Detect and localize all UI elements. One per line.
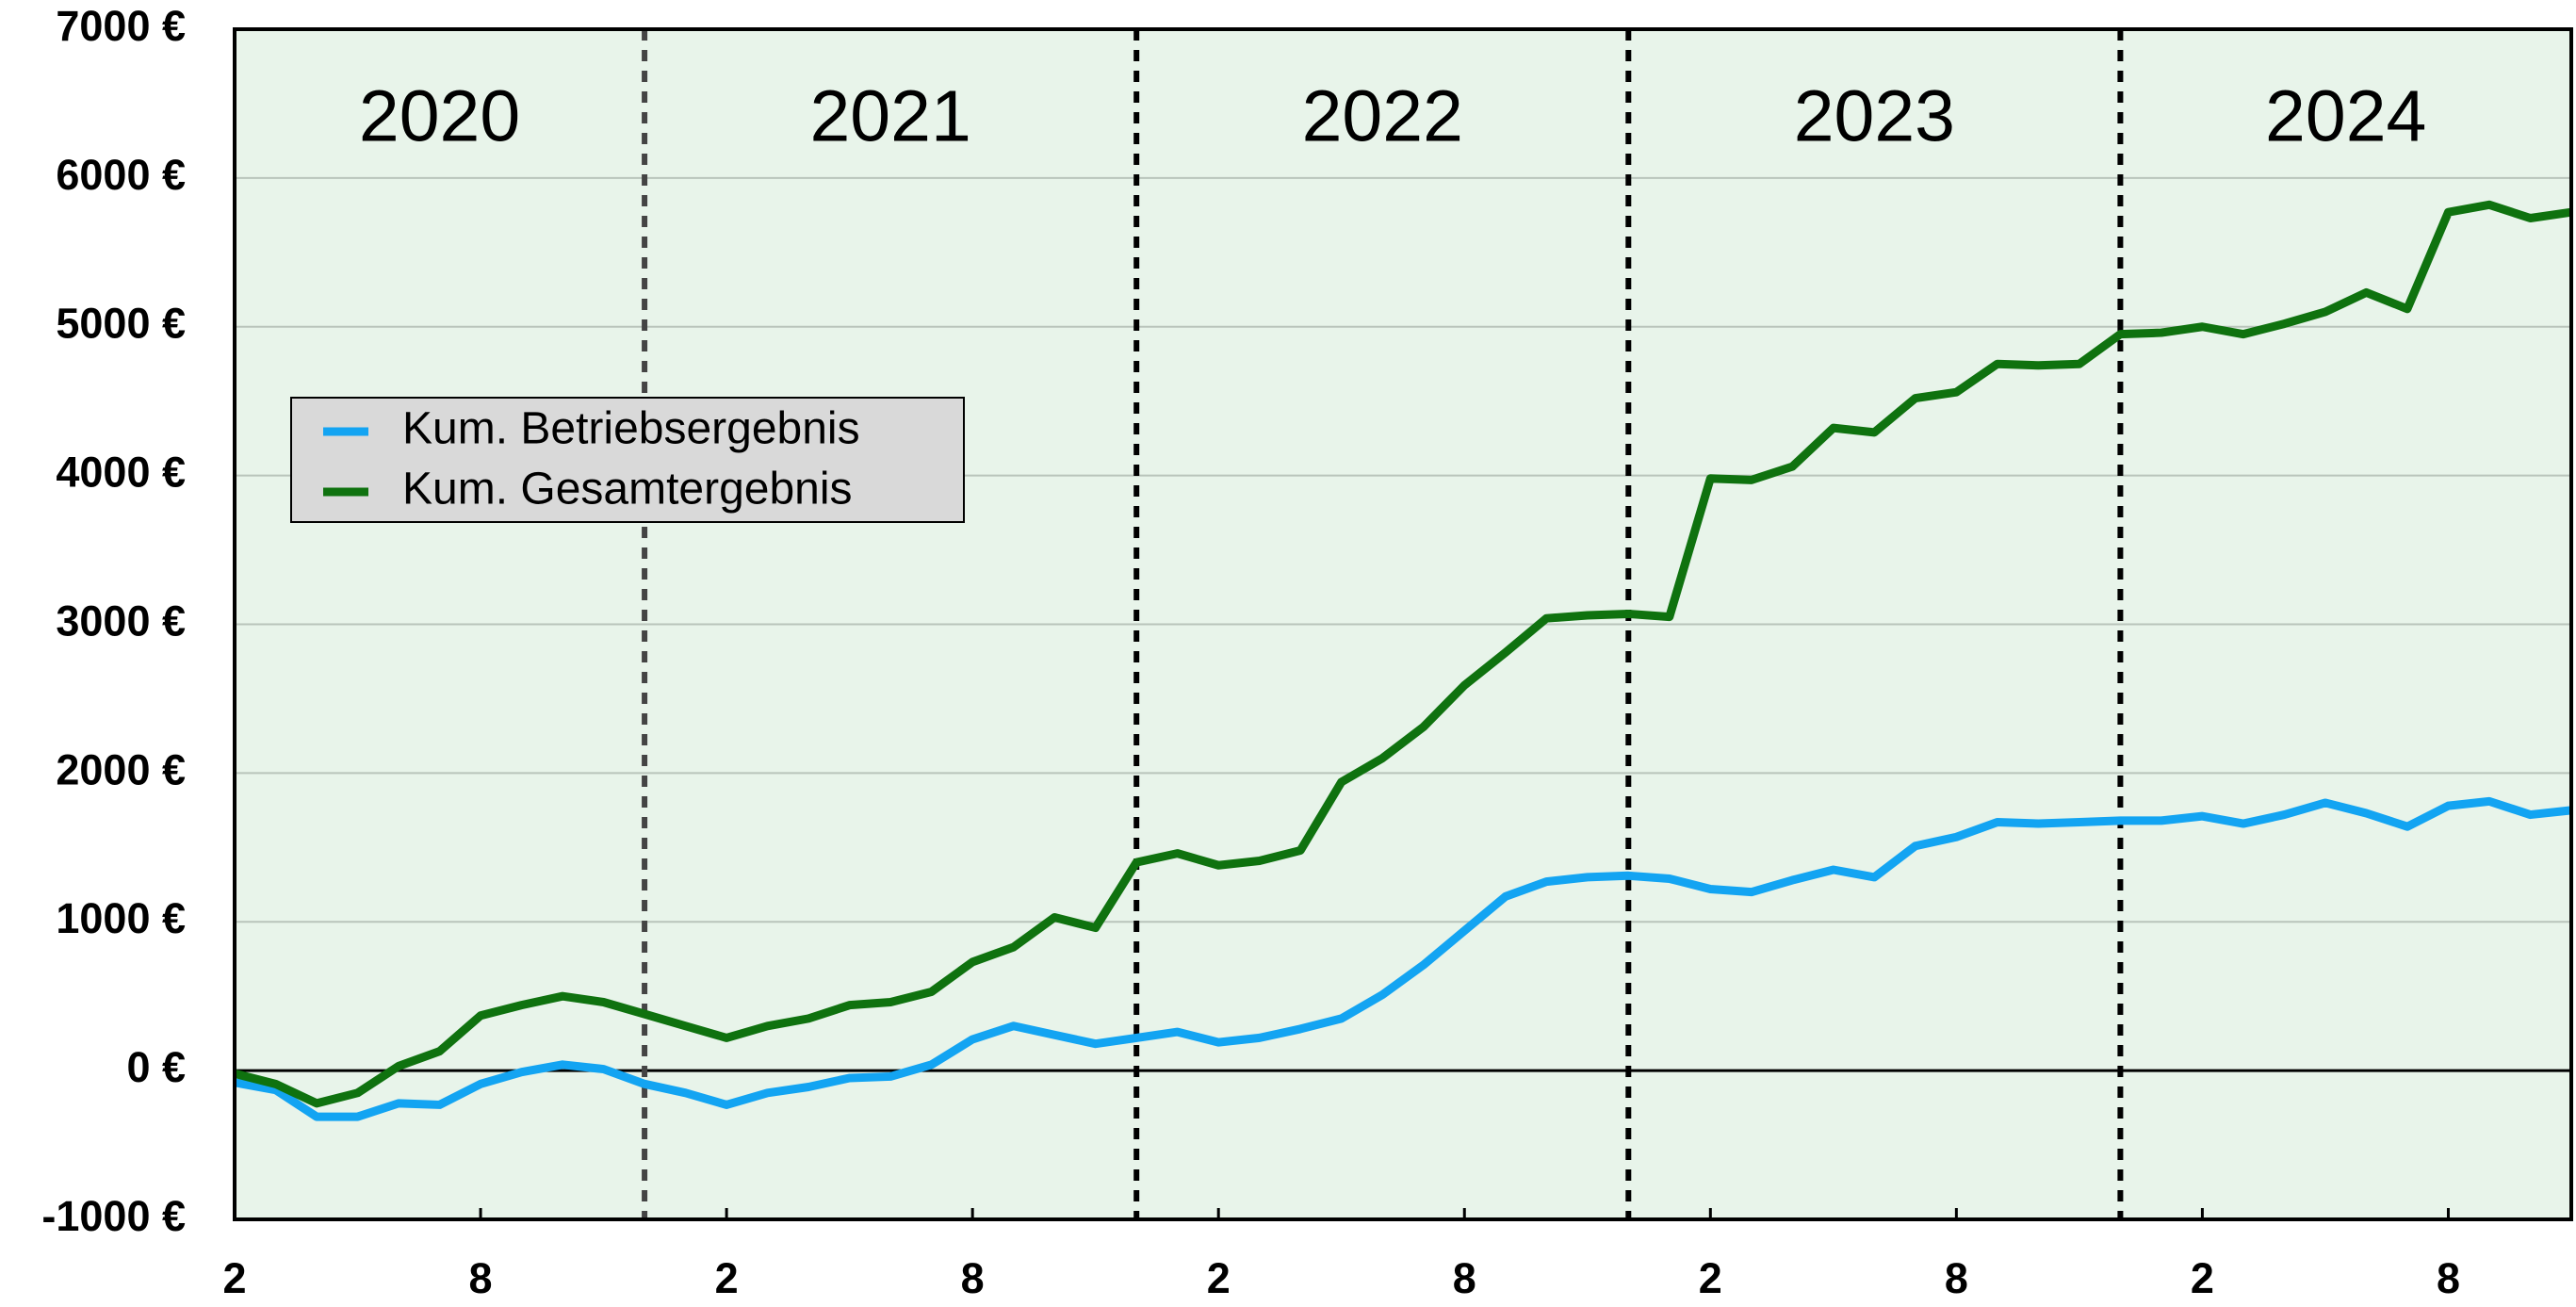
- x-tick-label: 8: [469, 1254, 493, 1302]
- y-tick-label: 2000 €: [56, 745, 186, 793]
- year-label: 2023: [1794, 75, 1955, 156]
- year-label: 2021: [809, 75, 970, 156]
- y-tick-label: 1000 €: [56, 894, 186, 942]
- legend-label: Kum. Gesamtergebnis: [402, 465, 853, 515]
- year-label: 2024: [2265, 75, 2426, 156]
- x-tick-label: 8: [2437, 1254, 2460, 1302]
- x-tick-label: 2: [715, 1254, 739, 1302]
- year-label: 2020: [359, 75, 520, 156]
- x-tick-label: 2: [222, 1254, 246, 1302]
- y-tick-label: 5000 €: [56, 300, 186, 348]
- legend-box: [290, 397, 965, 523]
- y-tick-label: -1000 €: [41, 1192, 186, 1240]
- x-tick-label: 2: [1699, 1254, 1722, 1302]
- plot-frame: [233, 27, 2573, 1221]
- legend-label: Kum. Betriebsergebnis: [402, 404, 860, 454]
- y-tick-label: 4000 €: [56, 449, 186, 497]
- y-tick-label: 6000 €: [56, 151, 186, 199]
- year-label: 2022: [1302, 75, 1463, 156]
- x-tick-label: 2: [1207, 1254, 1231, 1302]
- series-line: [234, 796, 2572, 1121]
- x-tick-label: 2: [2191, 1254, 2214, 1302]
- x-tick-label: 8: [1945, 1254, 1968, 1302]
- series-line: [233, 200, 2572, 1108]
- y-tick-label: 7000 €: [56, 2, 186, 50]
- x-tick-label: 8: [1453, 1254, 1476, 1302]
- y-tick-label: 0 €: [126, 1043, 186, 1091]
- x-tick-label: 8: [961, 1254, 985, 1302]
- y-tick-label: 3000 €: [56, 596, 186, 645]
